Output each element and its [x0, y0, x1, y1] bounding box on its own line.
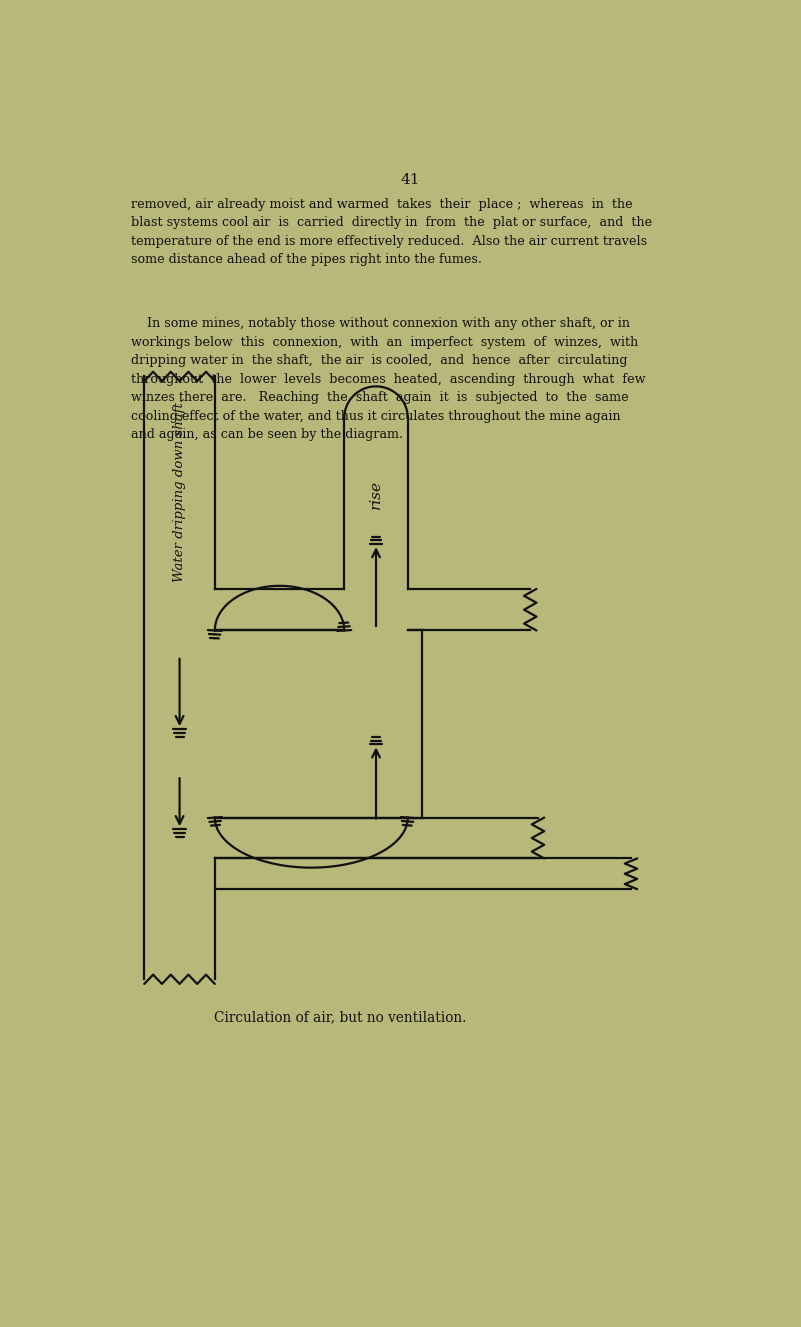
Text: Water dripping down shaft.: Water dripping down shaft. — [173, 398, 186, 583]
Text: rise: rise — [369, 479, 383, 508]
Text: In some mines, notably those without connexion with any other shaft, or in
worki: In some mines, notably those without con… — [131, 317, 646, 441]
Text: 41: 41 — [400, 173, 420, 187]
Text: removed, air already moist and warmed  takes  their  place ;  whereas  in  the
b: removed, air already moist and warmed ta… — [131, 198, 652, 267]
Text: Circulation of air, but no ventilation.: Circulation of air, but no ventilation. — [214, 1010, 466, 1024]
